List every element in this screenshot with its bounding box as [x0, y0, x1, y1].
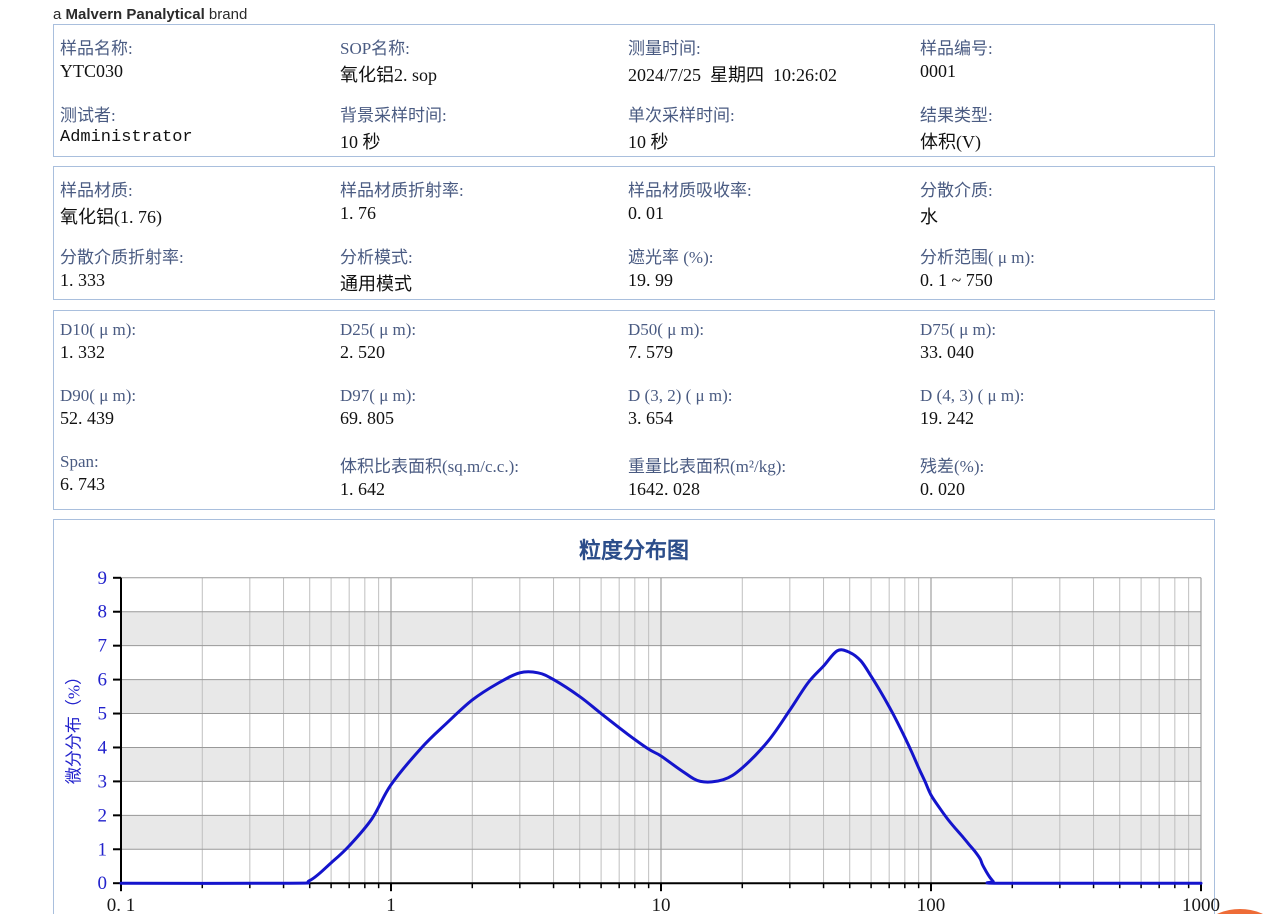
svg-text:7: 7 [98, 636, 108, 657]
svg-text:10: 10 [652, 895, 671, 914]
svg-text:9: 9 [98, 568, 108, 589]
svg-text:8: 8 [98, 602, 108, 623]
svg-text:0. 1: 0. 1 [107, 895, 136, 914]
svg-text:1: 1 [386, 895, 396, 914]
svg-text:5: 5 [98, 704, 108, 725]
svg-text:4: 4 [98, 737, 108, 758]
svg-text:0: 0 [98, 873, 108, 894]
svg-text:1: 1 [98, 839, 108, 860]
svg-text:6: 6 [98, 670, 108, 691]
svg-text:1000: 1000 [1182, 895, 1220, 914]
svg-text:2: 2 [98, 805, 108, 826]
svg-text:100: 100 [917, 895, 946, 914]
svg-text:3: 3 [98, 771, 108, 792]
